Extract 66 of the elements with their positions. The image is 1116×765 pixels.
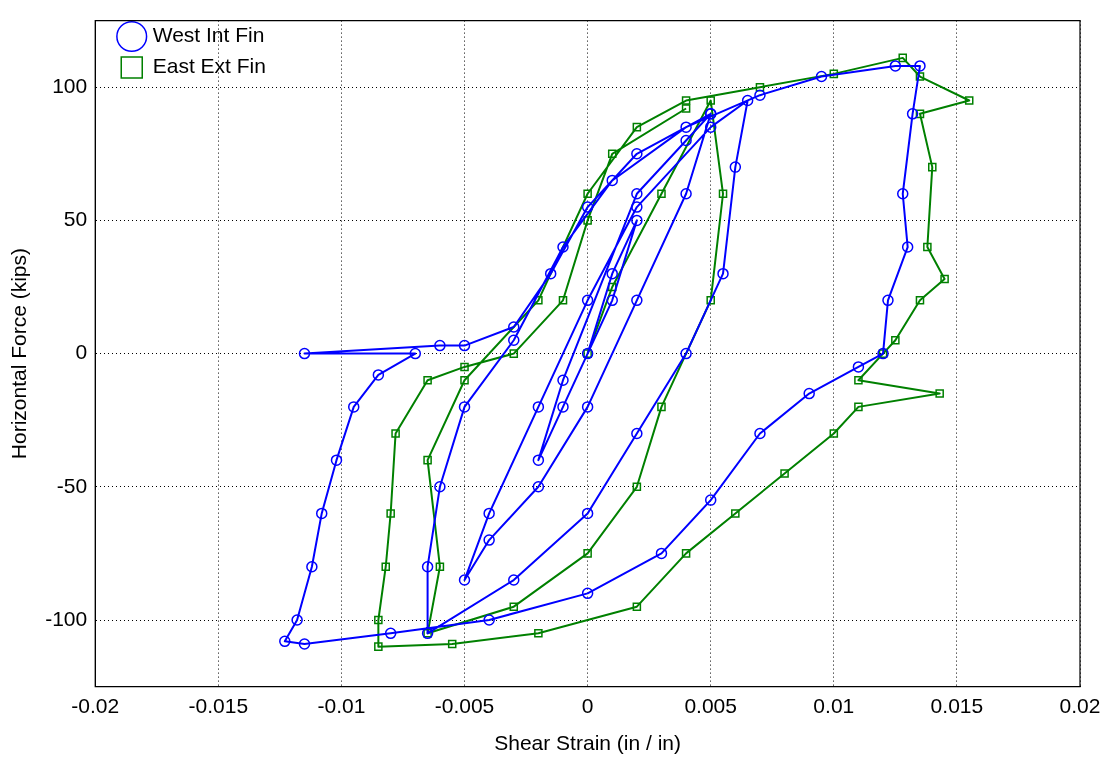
point (731, 509, 740, 518)
point (435, 562, 445, 572)
point (681, 549, 691, 558)
x-tick-label: 0.02 (1059, 694, 1101, 717)
point (681, 104, 691, 113)
point (386, 509, 395, 518)
point (632, 482, 642, 492)
point (460, 375, 469, 385)
legend-label: East Ext Fin (152, 54, 266, 78)
point (607, 149, 617, 159)
x-tick-label: -0.01 (317, 694, 366, 717)
point (915, 72, 925, 81)
point (657, 402, 666, 412)
point (657, 189, 666, 199)
point (374, 615, 383, 625)
x-tick-label: -0.02 (71, 694, 120, 717)
y-tick-label: 50 (63, 207, 88, 231)
y-tick-label: -50 (56, 473, 88, 497)
point (374, 642, 383, 651)
point (681, 96, 691, 105)
point (854, 402, 863, 412)
legend-label: West Int Fin (152, 23, 265, 47)
point (829, 429, 839, 438)
x-tick-label: 0.015 (930, 694, 984, 717)
point (558, 296, 568, 305)
point (391, 429, 400, 438)
y-tick-label: 0 (75, 340, 88, 364)
point (534, 629, 543, 638)
point (423, 455, 432, 465)
x-tick-label: -0.005 (434, 694, 495, 717)
point (829, 69, 839, 79)
point (509, 602, 519, 611)
y-tick-label: 100 (52, 74, 88, 97)
point (706, 96, 715, 105)
point (854, 375, 863, 385)
x-tick-label: -0.015 (188, 694, 249, 717)
point (940, 274, 949, 284)
point (923, 242, 932, 252)
point (583, 189, 592, 199)
point (607, 282, 617, 292)
point (915, 296, 925, 305)
y-axis-title: Horizontal Force (kips) (7, 247, 31, 460)
point (898, 53, 908, 63)
x-tick-label: 0.005 (684, 694, 737, 717)
point (381, 562, 391, 572)
x-tick-label: 0 (581, 694, 594, 717)
point (755, 82, 765, 92)
point (718, 189, 728, 199)
point (706, 296, 715, 305)
y-tick-label: -100 (45, 606, 88, 630)
x-axis-title: Shear Strain (in / in) (494, 731, 681, 755)
point (891, 335, 900, 345)
point (928, 162, 937, 172)
point (447, 639, 457, 649)
point (780, 469, 789, 478)
point (509, 349, 519, 358)
point (460, 362, 469, 372)
point (964, 96, 974, 105)
point (935, 389, 944, 398)
point (583, 549, 592, 558)
point (632, 602, 642, 611)
x-tick-label: 0.01 (813, 694, 855, 717)
point (583, 216, 592, 225)
point (423, 375, 432, 385)
point (915, 109, 925, 119)
point (632, 122, 642, 132)
